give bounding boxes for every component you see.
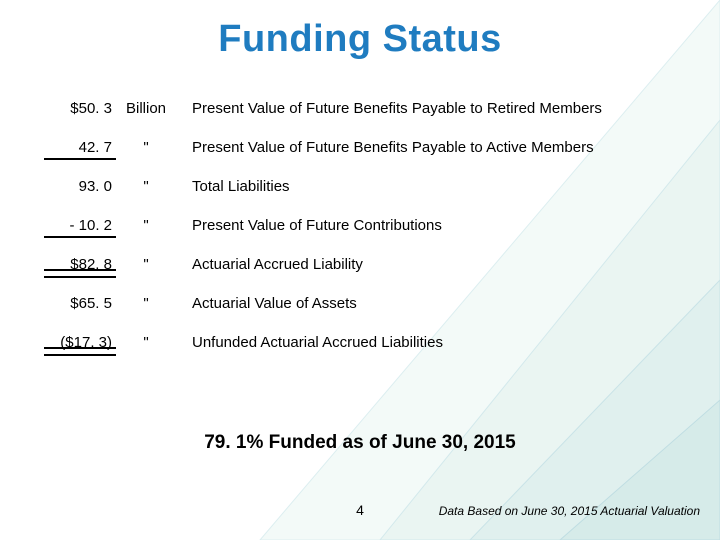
desc-cell: Actuarial Accrued Liability (174, 256, 680, 273)
desc-cell: Unfunded Actuarial Accrued Liabilities (174, 334, 680, 351)
desc-cell: Present Value of Future Contributions (174, 217, 680, 234)
unit-cell: " (118, 217, 174, 234)
amount-cell: 42. 7 (40, 139, 118, 156)
desc-cell: Total Liabilities (174, 178, 680, 195)
desc-cell: Actuarial Value of Assets (174, 295, 680, 312)
desc-cell: Present Value of Future Benefits Payable… (174, 100, 680, 117)
amount-cell: - 10. 2 (40, 217, 118, 234)
amount-cell: $50. 3 (40, 100, 118, 117)
desc-cell: Present Value of Future Benefits Payable… (174, 139, 680, 156)
table-row: - 10. 2 " Present Value of Future Contri… (40, 217, 680, 256)
table-row: $65. 5 " Actuarial Value of Assets (40, 295, 680, 334)
unit-cell: " (118, 295, 174, 312)
table-row: 93. 0 " Total Liabilities (40, 178, 680, 217)
amount-cell: ($17. 3) (40, 334, 118, 351)
unit-cell: " (118, 256, 174, 273)
unit-cell: " (118, 178, 174, 195)
table-row: $82. 8 " Actuarial Accrued Liability (40, 256, 680, 295)
table-row: 42. 7 " Present Value of Future Benefits… (40, 139, 680, 178)
unit-cell: Billion (118, 100, 174, 117)
amount-cell: 93. 0 (40, 178, 118, 195)
amount-cell: $82. 8 (40, 256, 118, 273)
unit-cell: " (118, 334, 174, 351)
table-row: ($17. 3) " Unfunded Actuarial Accrued Li… (40, 334, 680, 373)
funding-table: $50. 3 Billion Present Value of Future B… (40, 100, 680, 373)
amount-cell: $65. 5 (40, 295, 118, 312)
slide-title: Funding Status (0, 18, 720, 61)
data-source-footnote: Data Based on June 30, 2015 Actuarial Va… (439, 504, 700, 518)
funded-status-line: 79. 1% Funded as of June 30, 2015 (0, 432, 720, 454)
table-row: $50. 3 Billion Present Value of Future B… (40, 100, 680, 139)
unit-cell: " (118, 139, 174, 156)
